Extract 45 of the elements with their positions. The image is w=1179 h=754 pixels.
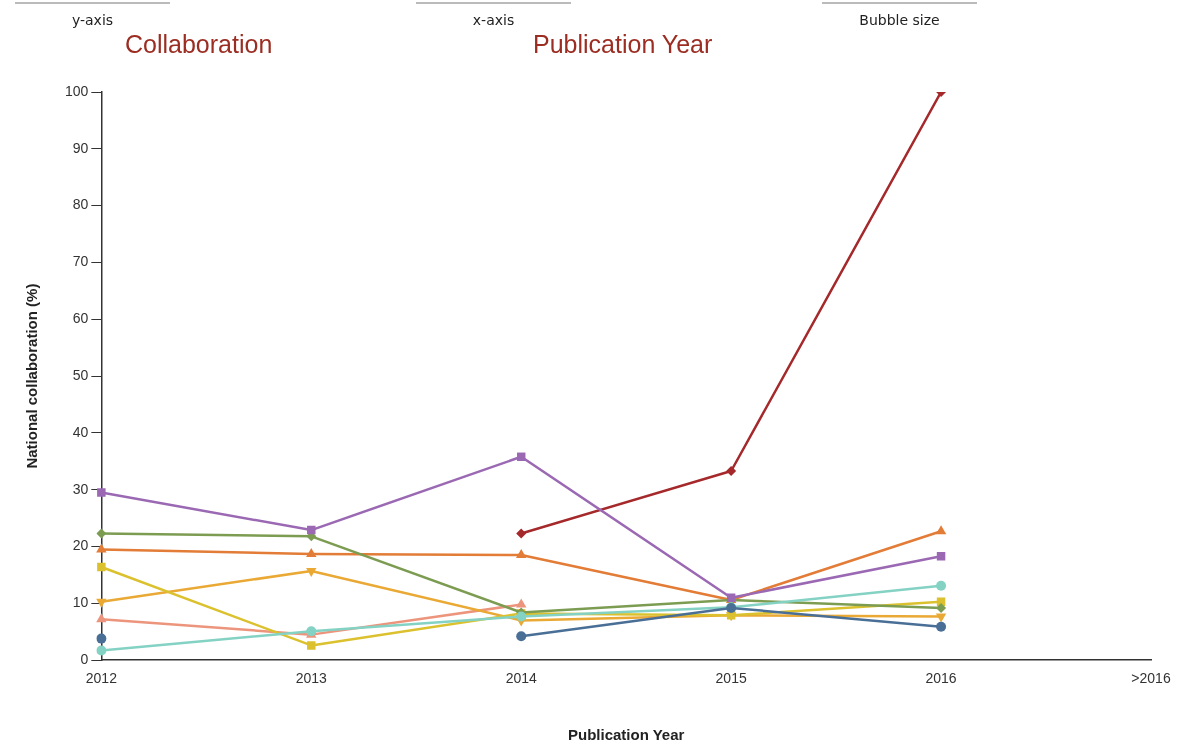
point <box>935 613 947 623</box>
point <box>96 613 107 623</box>
y-tick-label: 20 <box>72 537 89 554</box>
text: Publication Year <box>533 30 713 59</box>
y-tick-label: 10 <box>72 594 89 611</box>
x-tick-label: 2014 <box>505 670 537 687</box>
point <box>306 567 317 577</box>
point <box>96 633 107 644</box>
point <box>516 598 527 608</box>
y-tick-label: 60 <box>72 310 89 327</box>
x-tick-label: 2015 <box>715 670 747 687</box>
point <box>516 631 527 642</box>
point <box>935 525 947 535</box>
text: y-axis <box>15 2 170 28</box>
y-tick-label: 50 <box>72 366 89 383</box>
point <box>516 611 527 622</box>
y-tick-label: 70 <box>72 253 89 270</box>
x-tick-label: 2012 <box>85 670 118 687</box>
x-axis-title: Publication Year <box>567 726 685 744</box>
point <box>96 645 107 656</box>
x-tick-label: 2016 <box>925 670 957 687</box>
x-tick-label: >2016 <box>1131 670 1171 687</box>
point <box>307 641 316 650</box>
point <box>936 621 947 632</box>
text: Collaboration <box>125 30 273 59</box>
y-tick-label: 100 <box>65 82 89 99</box>
y-tick-label: 40 <box>72 423 89 440</box>
point <box>936 580 947 591</box>
point <box>516 549 527 559</box>
point <box>726 465 737 476</box>
text: x-axis <box>416 2 571 28</box>
point <box>307 525 316 535</box>
y-tick-label: 30 <box>72 480 89 497</box>
y-axis-title: National collaboration (%) <box>23 283 41 469</box>
point <box>96 528 107 539</box>
point <box>97 488 106 497</box>
point <box>97 562 106 572</box>
x-tick-label: 2013 <box>295 670 328 687</box>
point <box>936 602 947 613</box>
point <box>306 547 317 557</box>
y-tick-label: 90 <box>72 139 89 156</box>
y-tick-label: 0 <box>80 651 89 668</box>
point <box>516 528 527 539</box>
y-tick-label: 80 <box>72 196 89 213</box>
text: Bubble size <box>822 2 977 28</box>
